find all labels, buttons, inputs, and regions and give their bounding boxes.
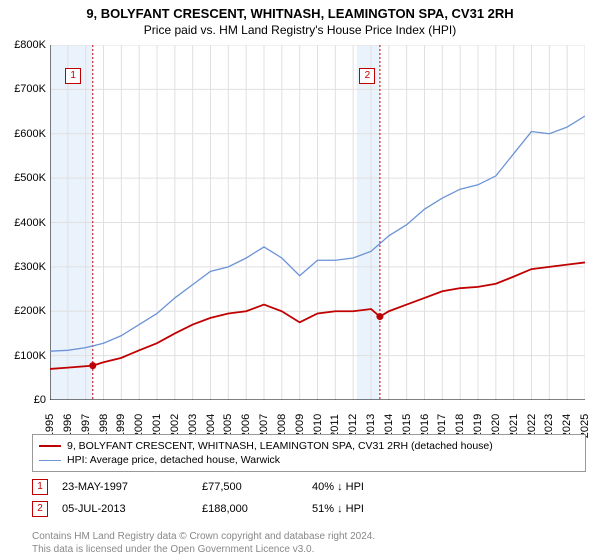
legend-box: 9, BOLYFANT CRESCENT, WHITNASH, LEAMINGT…	[32, 434, 586, 472]
y-tick-label: £500K	[2, 172, 46, 184]
sale-hpi: 51% ↓ HPI	[312, 503, 422, 515]
y-tick-label: £200K	[2, 305, 46, 317]
sale-date: 23-MAY-1997	[62, 481, 202, 493]
chart-marker: 2	[359, 68, 375, 84]
legend-row: 9, BOLYFANT CRESCENT, WHITNASH, LEAMINGT…	[39, 439, 579, 453]
chart-area: £0£100K£200K£300K£400K£500K£600K£700K£80…	[50, 45, 585, 400]
sale-hpi: 40% ↓ HPI	[312, 481, 422, 493]
y-tick-label: £300K	[2, 261, 46, 273]
chart-svg	[50, 45, 585, 400]
chart-subtitle: Price paid vs. HM Land Registry's House …	[0, 21, 600, 37]
sale-marker: 1	[32, 479, 48, 495]
sale-row: 2 05-JUL-2013£188,00051% ↓ HPI	[32, 498, 572, 520]
chart-title: 9, BOLYFANT CRESCENT, WHITNASH, LEAMINGT…	[0, 0, 600, 21]
y-tick-label: £800K	[2, 39, 46, 51]
legend-label: HPI: Average price, detached house, Warw…	[67, 454, 280, 466]
attribution-line2: This data is licensed under the Open Gov…	[32, 543, 375, 556]
y-tick-label: £100K	[2, 350, 46, 362]
attribution-text: Contains HM Land Registry data © Crown c…	[32, 530, 375, 556]
legend-swatch	[39, 460, 61, 461]
sales-table: 1 23-MAY-1997£77,50040% ↓ HPI 2 05-JUL-2013…	[32, 476, 572, 520]
y-tick-label: £0	[2, 394, 46, 406]
sale-row: 1 23-MAY-1997£77,50040% ↓ HPI	[32, 476, 572, 498]
sale-marker: 2	[32, 501, 48, 517]
sale-date: 05-JUL-2013	[62, 503, 202, 515]
legend-row: HPI: Average price, detached house, Warw…	[39, 453, 579, 467]
attribution-line1: Contains HM Land Registry data © Crown c…	[32, 530, 375, 543]
chart-marker: 1	[65, 68, 81, 84]
legend-label: 9, BOLYFANT CRESCENT, WHITNASH, LEAMINGT…	[67, 440, 493, 452]
legend-swatch	[39, 445, 61, 447]
y-tick-label: £600K	[2, 128, 46, 140]
sale-price: £188,000	[202, 503, 312, 515]
sale-price: £77,500	[202, 481, 312, 493]
y-tick-label: £400K	[2, 217, 46, 229]
y-tick-label: £700K	[2, 83, 46, 95]
